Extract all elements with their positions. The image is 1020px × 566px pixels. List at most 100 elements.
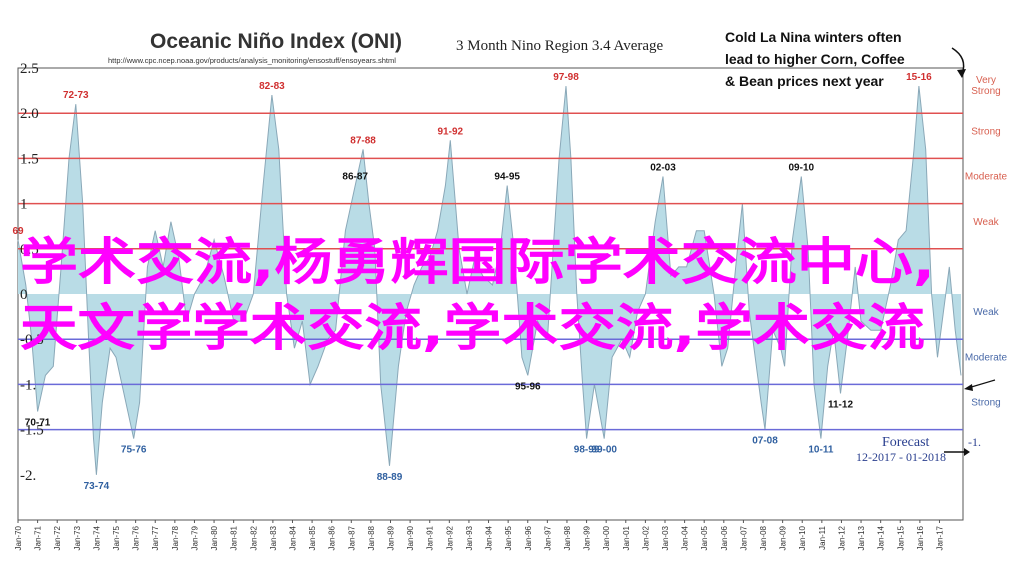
x-tick-label: Jan-79 — [191, 525, 200, 550]
callout-arrowhead — [957, 69, 966, 78]
y-tick-label: -1.5 — [20, 423, 44, 439]
oni-area — [18, 86, 961, 475]
zone-label: Moderate — [965, 172, 1008, 183]
x-tick-label: Jan-10 — [798, 525, 807, 550]
y-tick-label: -1. — [20, 377, 36, 393]
tail-arrowhead — [964, 384, 973, 391]
event-label: 82-83 — [259, 81, 285, 92]
x-tick-label: Jan-08 — [759, 525, 768, 550]
event-label: 75-76 — [121, 445, 147, 456]
zone-label: Strong — [971, 126, 1000, 137]
x-tick-label: Jan-81 — [230, 525, 239, 550]
threshold-lines — [18, 112, 963, 431]
y-tick-label: -2. — [20, 468, 36, 484]
x-tick-label: Jan-91 — [426, 525, 435, 550]
event-label: 72-73 — [63, 90, 89, 101]
x-tick-label: Jan-11 — [818, 525, 827, 549]
x-tick-label: Jan-72 — [53, 525, 62, 550]
callout-line-1: Cold La Nina winters often — [725, 29, 902, 45]
event-label: 87-88 — [350, 135, 376, 146]
y-tick-label: 2.0 — [20, 106, 39, 122]
x-tick-label: Jan-14 — [877, 525, 886, 550]
forecast-tail-value: -1. — [968, 435, 981, 449]
x-tick-label: Jan-94 — [485, 525, 494, 550]
x-tick-label: Jan-70 — [14, 525, 23, 550]
watermark-line-2: 天文学学术交流,学术交流,学术交流 — [20, 299, 925, 357]
x-tick-label: Jan-07 — [739, 525, 748, 550]
x-tick-label: Jan-97 — [543, 525, 552, 550]
x-tick-label: Jan-93 — [465, 525, 474, 550]
event-label: 99-00 — [591, 445, 617, 456]
event-label: 70-71 — [25, 418, 51, 429]
x-tick-label: Jan-05 — [700, 525, 709, 550]
x-tick-label: Jan-04 — [681, 525, 690, 550]
forecast-arrowhead — [964, 448, 970, 456]
chart-subtitle: 3 Month Nino Region 3.4 Average — [456, 38, 664, 54]
y-tick-label: 2.5 — [20, 61, 39, 77]
event-label: 15-16 — [906, 72, 932, 83]
x-tick-label: Jan-09 — [779, 525, 788, 550]
event-label: 02-03 — [650, 163, 676, 174]
zone-label: Weak — [973, 307, 999, 318]
y-axis-ticks: 2.5 2.0 1.5 1 0.5 0 -0.5 -1. -1.5 -2. — [20, 61, 44, 484]
x-tick-label: Jan-99 — [583, 525, 592, 550]
event-label: 09-10 — [789, 163, 815, 174]
x-tick-label: Jan-90 — [406, 525, 415, 550]
tail-arrow — [967, 379, 996, 389]
x-tick-label: Jan-78 — [171, 525, 180, 550]
x-tick-label: Jan-87 — [347, 525, 356, 550]
event-label: 73-74 — [84, 481, 110, 492]
chart-title: Oceanic Niño Index (ONI) — [150, 30, 402, 53]
x-tick-label: Jan-75 — [112, 525, 121, 550]
event-label: 91-92 — [438, 126, 464, 137]
event-label: 07-08 — [752, 436, 778, 447]
x-tick-label: Jan-12 — [837, 525, 846, 550]
x-tick-label: Jan-83 — [269, 525, 278, 550]
event-annotations: 69 72-73 82-83 87-88 86-87 91-92 94-95 97-98 02-… — [12, 72, 932, 492]
x-tick-label: Jan-17 — [936, 525, 945, 550]
x-axis-ticks: Jan-70 Jan-71 Jan-72 Jan-73 Jan-74 Jan-75 Jan-… — [14, 520, 945, 550]
zone-label: Moderate — [965, 352, 1008, 363]
x-tick-label: Jan-84 — [289, 525, 298, 550]
zone-label: Weak — [973, 217, 999, 228]
x-tick-label: Jan-03 — [661, 525, 670, 550]
event-label: 97-98 — [553, 72, 579, 83]
x-tick-label: Jan-86 — [328, 525, 337, 550]
source-url: http://www.cpc.ncep.noaa.gov/products/an… — [108, 56, 396, 65]
x-tick-label: Jan-76 — [132, 525, 141, 550]
x-tick-label: Jan-74 — [92, 525, 101, 550]
x-tick-label: Jan-00 — [602, 525, 611, 550]
x-tick-label: Jan-73 — [73, 525, 82, 550]
x-tick-label: Jan-89 — [387, 525, 396, 550]
zone-label: Very — [976, 75, 996, 86]
event-label: 86-87 — [342, 172, 368, 183]
x-tick-label: Jan-77 — [151, 525, 160, 550]
y-tick-label: 1.5 — [20, 151, 39, 167]
watermark-line-1: 学术交流,杨勇辉国际学术交流中心, — [20, 233, 935, 291]
event-label: 88-89 — [377, 472, 403, 483]
event-label: 69 — [12, 226, 24, 237]
x-tick-label: Jan-71 — [34, 525, 43, 550]
x-tick-label: Jan-88 — [367, 525, 376, 550]
event-label: 94-95 — [494, 172, 520, 183]
zone-label: Strong — [971, 86, 1000, 97]
callout-line-3: & Bean prices next year — [725, 73, 884, 89]
event-label: 98-99 — [574, 445, 600, 456]
x-tick-label: Jan-96 — [524, 525, 533, 550]
x-tick-label: Jan-98 — [563, 525, 572, 550]
zone-labels: VeryStrongStrongModerateWeakWeakModerate… — [965, 75, 1008, 408]
x-tick-label: Jan-92 — [445, 525, 454, 550]
x-tick-label: Jan-13 — [857, 525, 866, 550]
forecast-range: 12-2017 - 01-2018 — [856, 450, 946, 464]
x-tick-label: Jan-80 — [210, 525, 219, 550]
x-tick-label: Jan-01 — [622, 525, 631, 550]
event-label: 11-12 — [828, 399, 853, 410]
x-tick-label: Jan-16 — [916, 525, 925, 550]
zone-label: Strong — [971, 398, 1000, 409]
callout-line-2: lead to higher Corn, Coffee — [725, 51, 905, 67]
x-tick-label: Jan-02 — [641, 525, 650, 550]
event-label: 95-96 — [515, 381, 541, 392]
x-tick-label: Jan-82 — [249, 525, 258, 550]
forecast-label: Forecast — [882, 435, 930, 450]
